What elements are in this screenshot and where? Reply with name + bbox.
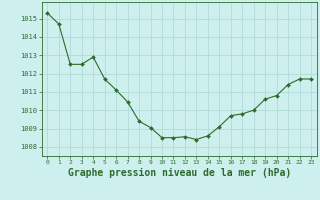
- X-axis label: Graphe pression niveau de la mer (hPa): Graphe pression niveau de la mer (hPa): [68, 168, 291, 178]
